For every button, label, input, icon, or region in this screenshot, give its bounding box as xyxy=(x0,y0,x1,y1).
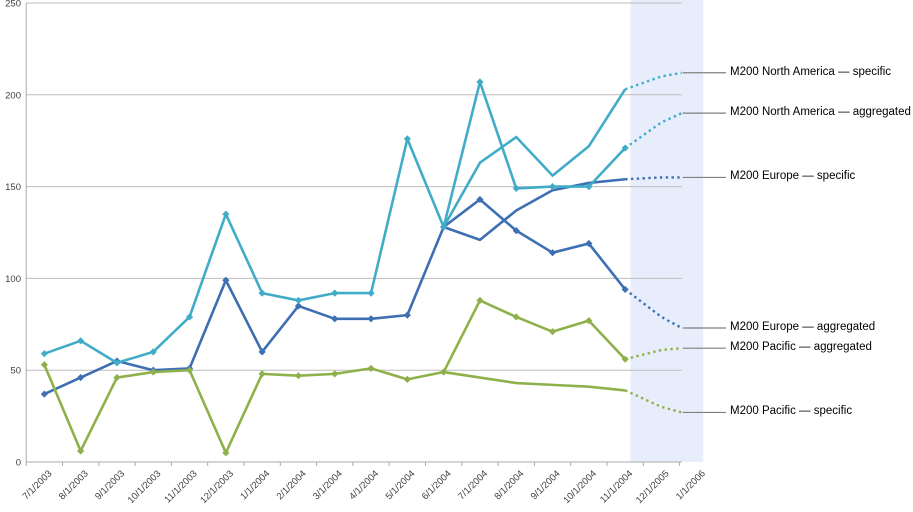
series-1 xyxy=(443,176,682,242)
y-axis-tick-label: 50 xyxy=(10,366,21,377)
x-axis-tick-label: 9/1/2004 xyxy=(529,468,563,502)
series-4 xyxy=(40,78,683,367)
y-axis-tick-label: 150 xyxy=(5,182,21,193)
x-axis-tick-label: 10/1/2004 xyxy=(561,468,599,506)
data-point-marker xyxy=(403,135,411,143)
data-point-marker xyxy=(621,285,629,294)
x-axis-tick-label: 7/1/2004 xyxy=(456,468,490,502)
data-point-marker xyxy=(403,311,411,319)
x-axis-tick-label: 5/1/2004 xyxy=(384,468,418,502)
series-3 xyxy=(443,370,683,414)
series-label-europe-aggregated: M200 Europe — aggregated xyxy=(730,320,876,333)
y-axis-tick-label: 100 xyxy=(5,274,21,285)
data-point-marker xyxy=(621,355,629,363)
data-point-marker xyxy=(294,296,303,305)
data-point-marker xyxy=(585,183,593,191)
data-point-marker xyxy=(77,447,85,455)
data-point-marker xyxy=(512,227,520,235)
series-label-pacific-specific: M200 Pacific — specific xyxy=(730,405,853,418)
x-axis-tick-label: 8/1/2004 xyxy=(492,468,526,502)
data-point-marker xyxy=(548,328,557,336)
series-5 xyxy=(442,71,682,228)
data-point-marker xyxy=(185,366,194,374)
x-axis-tick-label: 12/1/2003 xyxy=(198,468,236,506)
data-point-marker xyxy=(185,313,194,321)
data-point-marker xyxy=(476,78,484,86)
data-point-marker xyxy=(621,144,629,152)
data-point-marker xyxy=(331,289,339,297)
data-point-marker xyxy=(548,183,557,191)
series-label-pacific-aggregated: M200 Pacific — aggregated xyxy=(730,341,872,354)
y-axis-tick-label: 0 xyxy=(16,458,21,469)
data-point-marker xyxy=(149,368,157,376)
x-axis-tick-label: 1/1/2004 xyxy=(238,468,272,502)
data-point-marker xyxy=(548,249,557,257)
data-point-marker xyxy=(113,359,121,367)
data-point-marker xyxy=(367,289,375,297)
x-axis-tick-label: 2/1/2004 xyxy=(275,468,309,502)
series-0 xyxy=(40,195,683,398)
data-point-marker xyxy=(113,373,121,382)
data-point-marker xyxy=(149,348,157,356)
forecast-band xyxy=(630,0,704,462)
callout-leader-lines xyxy=(682,72,726,414)
x-axis-tick-label: 10/1/2003 xyxy=(126,468,164,506)
series-label-europe-specific: M200 Europe — specific xyxy=(730,170,856,183)
data-point-marker xyxy=(294,372,303,380)
data-point-marker xyxy=(512,184,520,193)
data-point-marker xyxy=(77,337,85,345)
x-axis-tick-label: 1/1/2006 xyxy=(674,468,708,502)
y-axis-tick-label: 250 xyxy=(5,0,21,10)
series-forecast-line xyxy=(624,346,682,361)
data-point-marker xyxy=(294,302,303,310)
series-label-north-america-aggregated: M200 North America — aggregated xyxy=(730,106,911,119)
y-axis-tick-label: 200 xyxy=(5,90,21,101)
series-line xyxy=(443,370,626,392)
series-forecast-line xyxy=(624,112,683,150)
series-line xyxy=(43,198,627,396)
data-point-marker xyxy=(258,370,266,378)
series-line xyxy=(442,88,627,228)
x-axis-tick-label: 8/1/2003 xyxy=(57,468,91,502)
data-point-marker xyxy=(77,373,85,382)
axes xyxy=(25,3,682,466)
series-forecast-line xyxy=(624,71,682,91)
data-point-marker xyxy=(40,361,48,369)
x-axis-tick-label: 7/1/2003 xyxy=(21,468,55,502)
data-point-marker xyxy=(476,195,484,204)
data-point-marker xyxy=(40,390,48,398)
x-axis-tick-label: 3/1/2004 xyxy=(311,468,345,502)
series-2 xyxy=(40,296,682,457)
data-point-marker xyxy=(476,296,484,305)
data-point-marker xyxy=(403,375,411,383)
data-point-marker xyxy=(222,276,230,284)
x-axis-tick-label: 11/1/2004 xyxy=(598,468,635,505)
data-point-marker xyxy=(222,210,230,218)
data-point-marker xyxy=(40,350,48,358)
x-axis-tick-label: 11/1/2003 xyxy=(163,468,200,505)
series-label-north-america-specific: M200 North America — specific xyxy=(730,65,892,78)
data-point-marker xyxy=(258,289,266,297)
series-line xyxy=(443,177,626,242)
x-axis-tick-label: 6/1/2004 xyxy=(420,468,454,502)
data-point-marker xyxy=(258,348,266,356)
data-point-marker xyxy=(585,317,593,325)
data-point-marker xyxy=(367,315,375,323)
x-axis-tick-label: 9/1/2003 xyxy=(93,468,127,502)
series-forecast-line xyxy=(624,389,683,414)
data-point-marker xyxy=(222,449,230,457)
data-point-marker xyxy=(367,364,375,372)
data-point-marker xyxy=(331,370,339,378)
x-axis-tick-label: 12/1/2005 xyxy=(634,468,672,506)
data-point-marker xyxy=(331,315,339,323)
series-forecast-line xyxy=(625,176,682,181)
x-axis-tick-label: 4/1/2004 xyxy=(347,468,381,502)
data-point-marker xyxy=(512,313,520,321)
data-point-marker xyxy=(585,239,593,248)
